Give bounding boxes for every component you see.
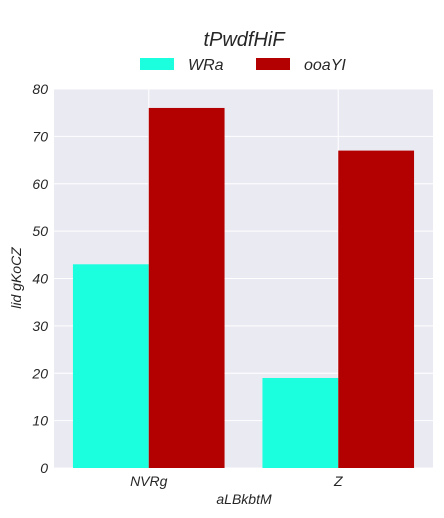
y-tick-label: 70 (32, 128, 48, 144)
legend-swatch-ooaYI (256, 58, 290, 70)
x-tick-label: Z (333, 473, 343, 489)
y-tick-label: 50 (32, 223, 48, 239)
y-tick-label: 80 (32, 81, 48, 97)
bar-WRa-NVRg (72, 264, 149, 468)
y-axis-ticks: 0 10 20 30 40 50 60 70 80 (31, 81, 48, 476)
y-tick-label: 30 (32, 318, 48, 334)
bars (72, 107, 415, 468)
legend-label-ooaYI: ooaYI (304, 57, 346, 74)
y-tick-label: 40 (32, 271, 48, 287)
x-axis-label: aLBkbtM (216, 491, 272, 507)
legend: WRa ooaYI (140, 57, 346, 74)
y-tick-label: 10 (32, 413, 48, 429)
y-tick-label: 20 (31, 365, 48, 381)
legend-label-WRa: WRa (188, 57, 224, 74)
chart-title: tPwdfHiF (203, 29, 286, 51)
bar-ooaYI-NVRg (148, 107, 225, 468)
bar-WRa-Z (262, 377, 339, 468)
x-axis-ticks: NVRg Z (130, 473, 343, 489)
legend-swatch-WRa (140, 58, 174, 70)
bar-ooaYI-Z (338, 150, 415, 468)
y-tick-label: 60 (32, 176, 48, 192)
y-axis-label: lid gKoCZ (8, 247, 24, 309)
y-tick-label: 0 (40, 460, 48, 476)
x-tick-label: NVRg (130, 473, 168, 489)
